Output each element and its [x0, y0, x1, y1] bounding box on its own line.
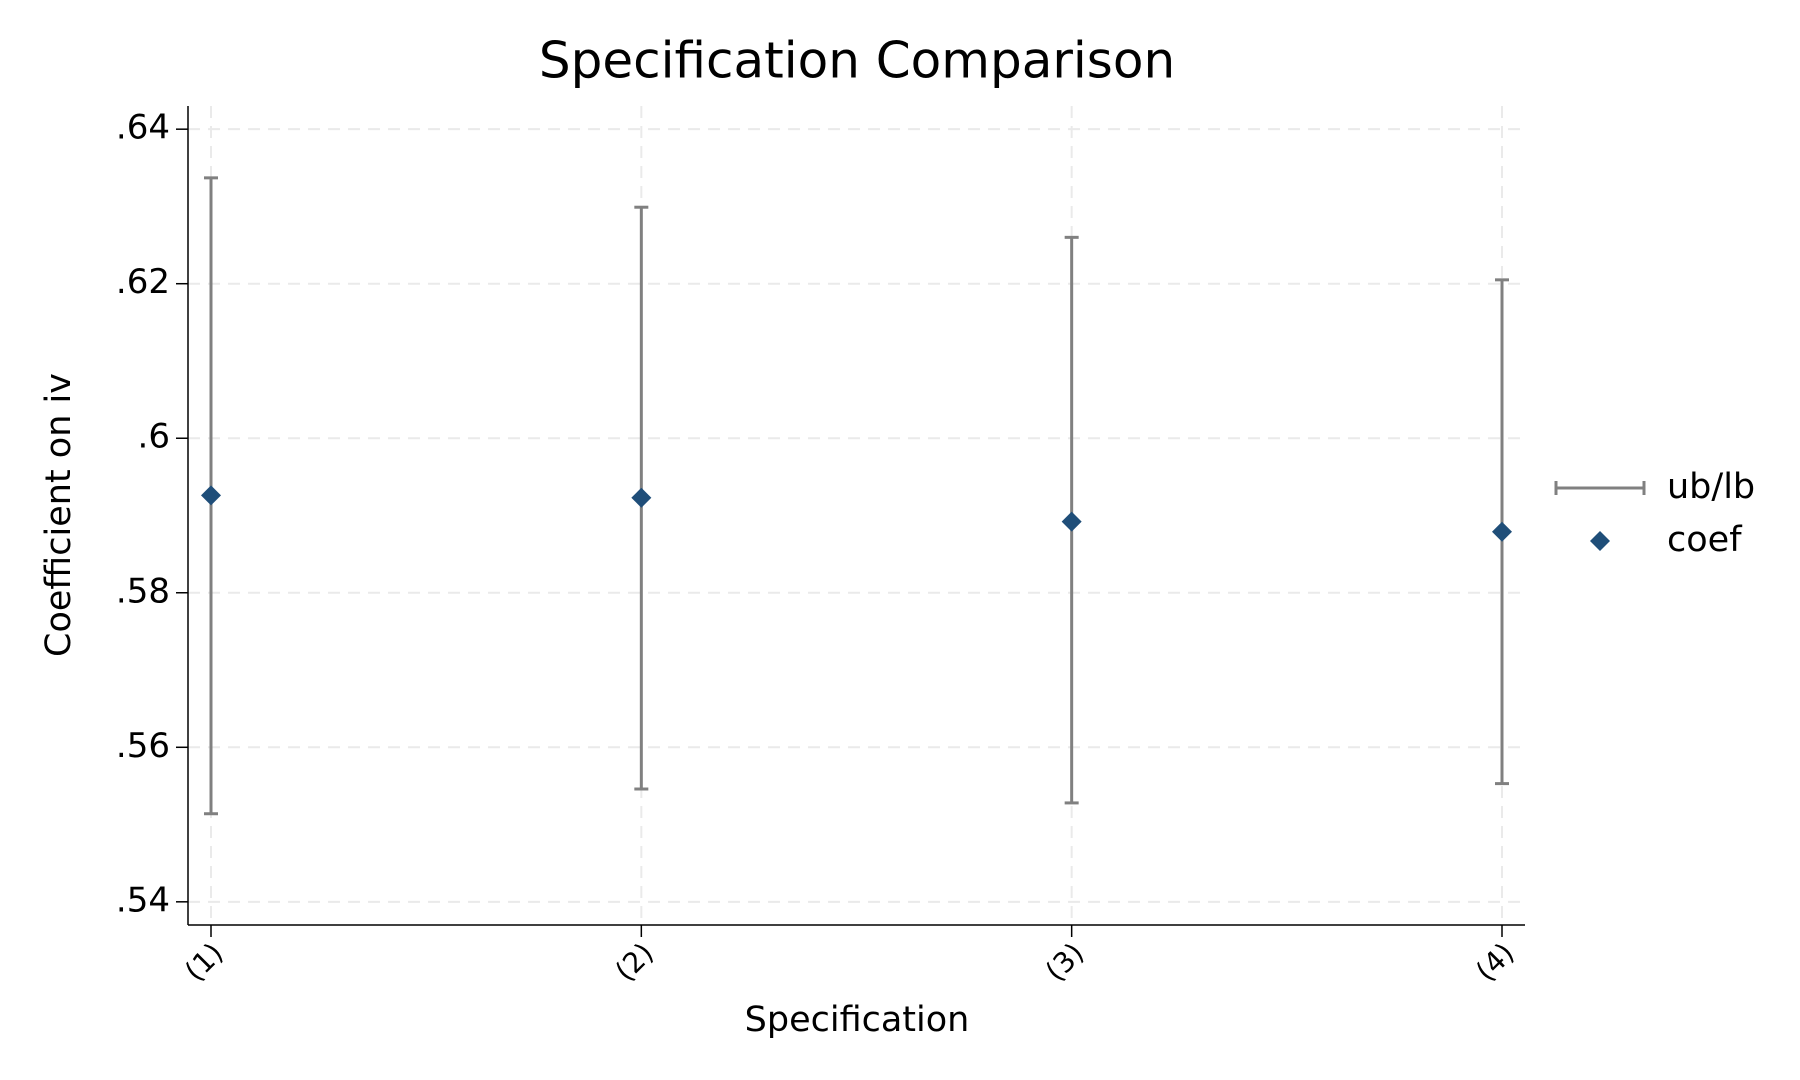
coef-marker [1492, 521, 1512, 542]
y-tick-label: .54 [116, 880, 170, 920]
x-axis-label: Specification [745, 1000, 970, 1040]
legend-label: coef [1667, 520, 1742, 560]
x-tick-label: (1) [178, 936, 229, 987]
y-tick-label: .64 [116, 108, 170, 148]
y-tick-label: .62 [116, 262, 170, 302]
x-tick-label: (4) [1469, 936, 1520, 987]
coef-marker [631, 487, 652, 508]
x-tick-label: (2) [609, 936, 660, 987]
legend-symbol [1590, 531, 1610, 551]
y-axis-label: Coefficient on iv [39, 373, 79, 657]
x-tick-label: (3) [1039, 936, 1090, 987]
chart-title: Specification Comparison [539, 32, 1175, 90]
y-tick-label: .56 [116, 726, 170, 766]
legend-label: ub/lb [1667, 467, 1755, 507]
y-tick-label: .58 [116, 571, 170, 611]
coef-marker [1061, 511, 1082, 532]
coef-marker [201, 485, 221, 506]
y-tick-label: .6 [138, 417, 170, 457]
